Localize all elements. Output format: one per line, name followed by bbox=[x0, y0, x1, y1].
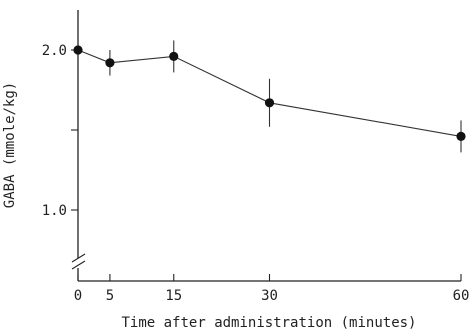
plot-area bbox=[73, 40, 466, 153]
x-tick-label: 60 bbox=[453, 288, 470, 304]
data-point bbox=[105, 58, 115, 68]
x-tick-label: 0 bbox=[74, 288, 82, 304]
data-point bbox=[264, 98, 275, 108]
x-tick-label: 5 bbox=[106, 288, 114, 304]
x-tick-label: 30 bbox=[261, 288, 278, 304]
data-point bbox=[169, 51, 179, 62]
y-tick-label: 2.0 bbox=[42, 43, 67, 59]
axis-break-mark bbox=[71, 253, 86, 270]
tick-group: 1.0 2.0 0 5 15 30 60 bbox=[42, 43, 470, 304]
data-point bbox=[456, 131, 466, 141]
y-tick-label: 1.0 bbox=[42, 203, 67, 219]
chart-axes bbox=[71, 10, 461, 282]
data-point bbox=[73, 45, 83, 55]
y-axis-title: GABA (mmole/kg) bbox=[2, 82, 18, 208]
x-axis-title: Time after administration (minutes) bbox=[121, 315, 416, 331]
x-tick-label: 15 bbox=[165, 288, 182, 304]
